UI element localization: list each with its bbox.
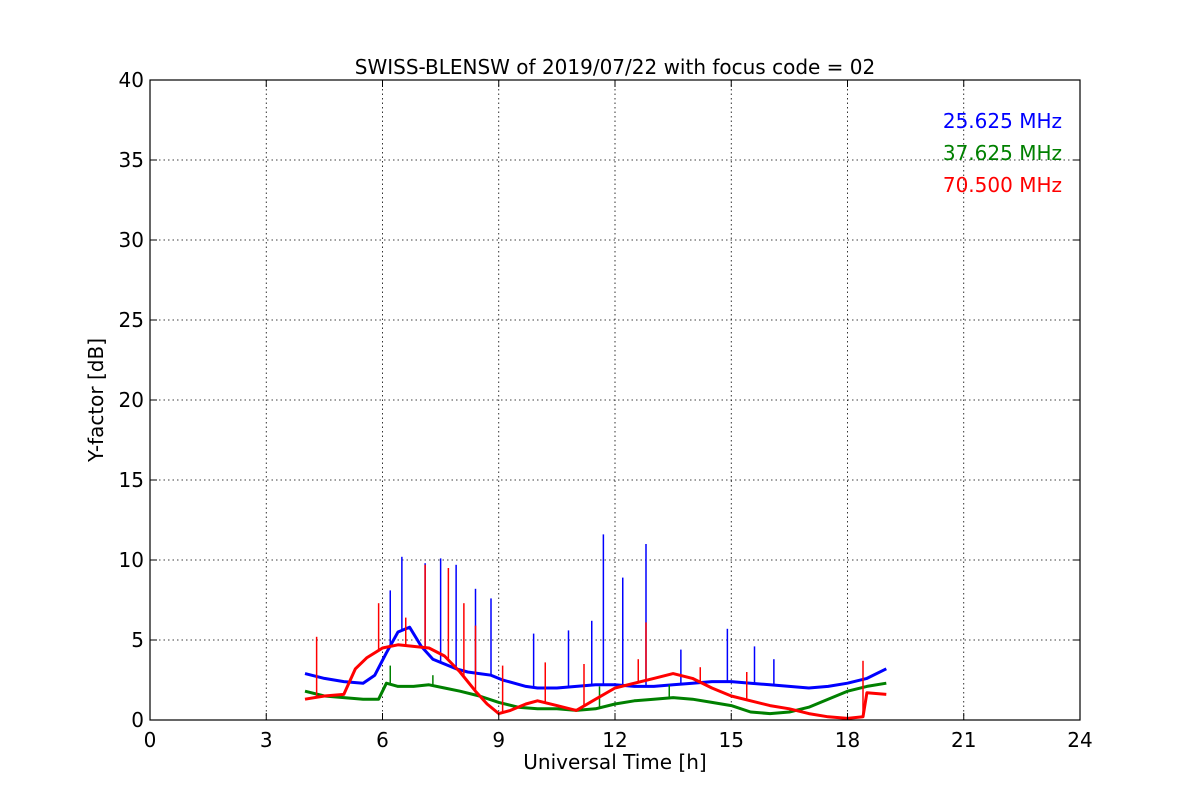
x-tick-label: 6 (376, 728, 389, 752)
chart-title: SWISS-BLENSW of 2019/07/22 with focus co… (355, 55, 876, 79)
x-tick-label: 9 (492, 728, 505, 752)
x-tick-label: 15 (719, 728, 744, 752)
series-line (304, 625, 887, 690)
x-tick-label: 12 (602, 728, 627, 752)
x-tick-label: 18 (835, 728, 860, 752)
x-axis-label: Universal Time [h] (523, 750, 706, 774)
axis-ticks: 0 3 6 9 12 15 18 21 24 0 5 10 15 20 25 30 35 40 (119, 68, 1093, 752)
y-tick-label: 40 (119, 68, 144, 92)
legend-entry: 37.625 MHz (943, 141, 1062, 165)
series-3 (304, 564, 887, 720)
x-tick-label: 21 (951, 728, 976, 752)
y-tick-label: 0 (131, 708, 144, 732)
legend-entry: 25.625 MHz (943, 109, 1062, 133)
y-tick-label: 15 (119, 468, 144, 492)
grid-lines (150, 80, 1080, 720)
y-axis-label: Y-factor [dB] (84, 338, 108, 463)
y-tick-label: 30 (119, 228, 144, 252)
series-line (304, 643, 887, 720)
y-tick-label: 35 (119, 148, 144, 172)
y-tick-label: 10 (119, 548, 144, 572)
y-tick-label: 25 (119, 308, 144, 332)
y-tick-label: 20 (119, 388, 144, 412)
x-tick-label: 24 (1067, 728, 1092, 752)
legend: 25.625 MHz 37.625 MHz 70.500 MHz (943, 109, 1062, 197)
legend-entry: 70.500 MHz (943, 173, 1062, 197)
x-tick-label: 0 (144, 728, 157, 752)
x-tick-label: 3 (260, 728, 273, 752)
series-layer (304, 534, 887, 720)
y-tick-label: 5 (131, 628, 144, 652)
